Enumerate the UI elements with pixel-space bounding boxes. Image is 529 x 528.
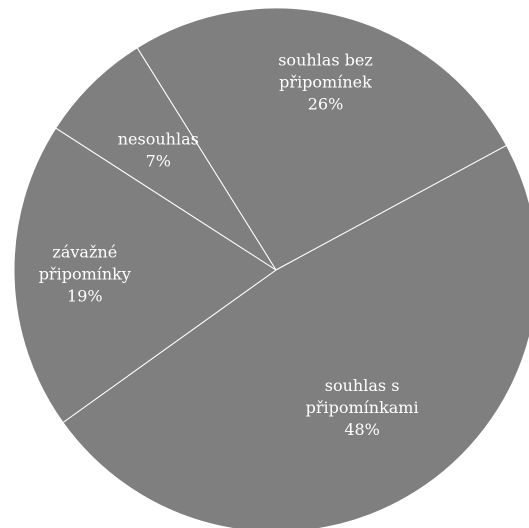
pie-labels: souhlas bez připomínek 26% souhlas s připomí… (39, 51, 419, 439)
slice-name-line: souhlas s (325, 376, 400, 395)
slice-name-line: připomínkami (306, 398, 419, 417)
slice-name-line: nesouhlas (118, 130, 199, 149)
pie-slice-zavazne-pripominky (13, 127, 277, 424)
slice-label-souhlas-s-pripominkami: souhlas s připomínkami 48% (306, 376, 419, 439)
pie-slices (13, 7, 529, 528)
slice-percent-label: 7% (146, 152, 171, 171)
pie-slice-souhlas-bez-pripominek (136, 7, 508, 271)
slice-name-line: připomínek (279, 73, 372, 92)
slice-percent-label: 26% (308, 95, 344, 114)
slice-label-nesouhlas: nesouhlas 7% (118, 130, 199, 171)
slice-name-line: připomínky (39, 265, 131, 284)
slice-name-line: závažné (52, 243, 117, 262)
slice-name-line: souhlas bez (278, 51, 373, 70)
slice-label-zavazne-pripominky: závažné připomínky 19% (39, 243, 131, 306)
slice-percent-label: 48% (344, 420, 380, 439)
slice-percent-label: 19% (67, 287, 103, 306)
slice-label-souhlas-bez-pripominek: souhlas bez připomínek 26% (278, 51, 373, 114)
pie-slice-nesouhlas (55, 47, 277, 271)
pie-slice-souhlas-s-pripominkami (62, 144, 529, 528)
